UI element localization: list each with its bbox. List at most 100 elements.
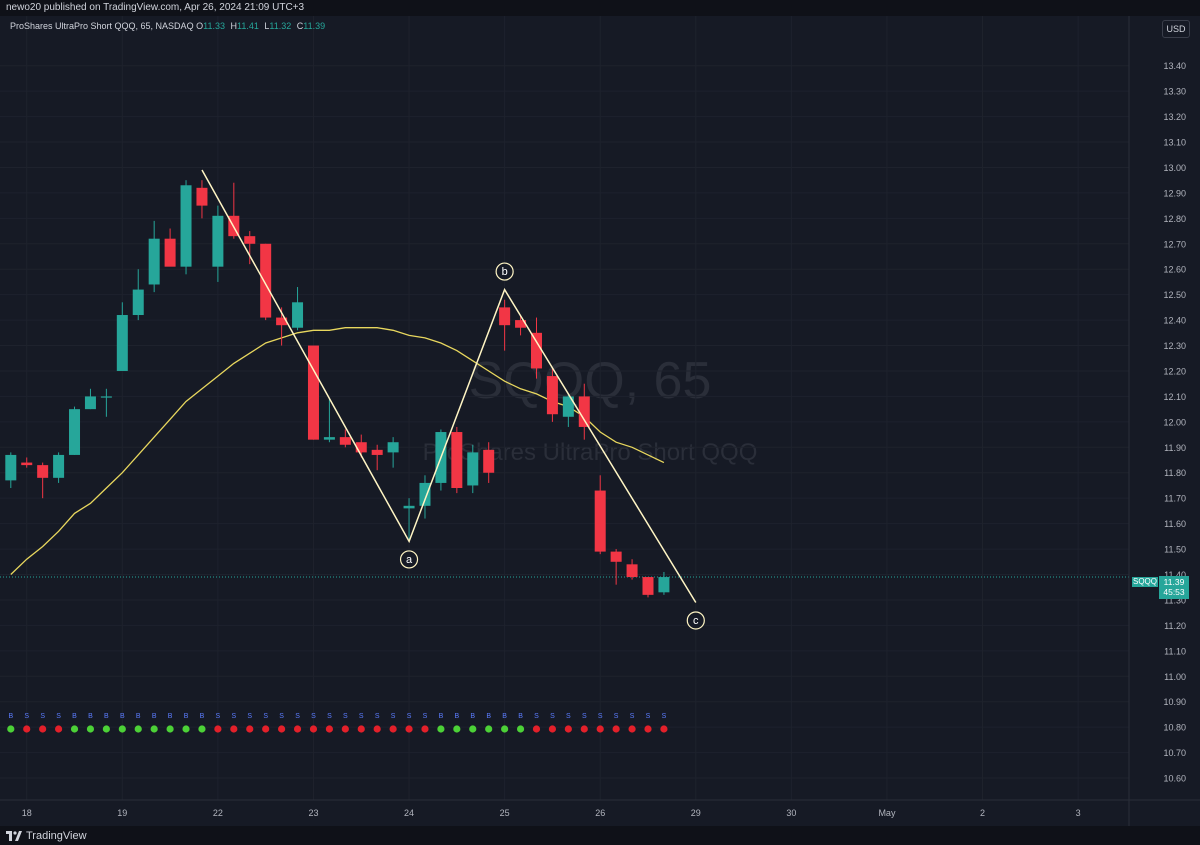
price-tick-label: 12.90	[1163, 188, 1186, 198]
wave-label-b: b	[502, 266, 508, 278]
candle-body	[21, 462, 33, 466]
candle-body	[307, 345, 319, 440]
candle	[626, 559, 638, 580]
signal-letter: S	[279, 713, 284, 720]
candle	[451, 426, 463, 494]
candle	[467, 444, 479, 494]
signal-dot	[246, 725, 254, 733]
candle	[292, 287, 304, 331]
signal-letter: B	[152, 713, 157, 720]
candle	[339, 429, 351, 448]
price-axis[interactable]: 13.40 13.30 13.20 13.10 13.00 12.90 12.80 12.70…	[1128, 16, 1186, 826]
candle-body	[100, 396, 112, 398]
signal-dot	[23, 725, 31, 733]
price-tick-label: 13.40	[1163, 61, 1186, 71]
signal-letter: S	[359, 713, 364, 720]
price-tick-label: 13.30	[1163, 87, 1186, 97]
time-axis[interactable]: 18 19 22 23 24 25 26 29 30 May 2 3	[0, 799, 1200, 818]
candle	[419, 475, 431, 519]
candle	[196, 180, 208, 219]
signal-letter: S	[646, 713, 651, 720]
currency-button[interactable]: USD	[1162, 20, 1190, 38]
candle	[610, 549, 622, 585]
candle-body	[53, 454, 65, 478]
candle	[164, 228, 176, 267]
time-tick-label: 19	[117, 808, 127, 818]
signal-dot	[278, 725, 286, 733]
candle	[212, 205, 224, 282]
price-tick-label: 13.10	[1163, 138, 1186, 148]
price-tick-label: 12.00	[1163, 417, 1186, 427]
candle-body	[499, 307, 511, 326]
signal-dot	[309, 725, 318, 733]
time-tick-label: 29	[691, 808, 701, 818]
signal-dot	[150, 725, 158, 733]
symbol-price-tag: SQQQ	[1132, 577, 1158, 587]
signal-letter: B	[502, 713, 507, 720]
signal-letter: S	[407, 713, 412, 720]
signal-dot	[230, 725, 238, 733]
signal-letter: S	[582, 713, 587, 720]
candle-body	[578, 396, 590, 427]
open-label: O	[196, 21, 204, 31]
signal-letter: B	[88, 713, 93, 720]
candle	[499, 299, 511, 351]
signal-letter: S	[423, 713, 428, 720]
price-tick-label: 12.60	[1163, 265, 1186, 275]
signal-dot	[437, 725, 445, 733]
wave-label-circle	[399, 550, 419, 569]
candle-body	[276, 317, 288, 326]
candle-body	[355, 442, 367, 453]
high-value: 11.41	[236, 21, 259, 31]
signal-letter: B	[470, 713, 475, 720]
signal-letter: S	[24, 713, 29, 720]
candle-body	[148, 238, 160, 285]
signal-dot	[341, 725, 349, 733]
signal-dot	[501, 725, 509, 733]
high-label: H	[230, 21, 237, 31]
close-label: C	[296, 21, 304, 31]
candle-body	[212, 215, 224, 267]
candle-body	[180, 185, 192, 267]
signal-letter: S	[550, 713, 555, 720]
candle	[180, 180, 192, 275]
symbol-watermark: SQQQ, 65 ProShares UltraPro Short QQQ	[423, 352, 758, 466]
signal-letter: S	[216, 713, 221, 720]
time-tick-label: May	[878, 808, 896, 818]
signal-letter: B	[8, 713, 13, 720]
candle-body	[658, 577, 670, 593]
watermark-symbol: SQQQ, 65	[469, 352, 712, 410]
candle	[37, 462, 49, 499]
signal-dot	[166, 725, 174, 733]
candle-body	[610, 551, 622, 562]
candle	[658, 571, 670, 595]
elliott-wave-lines: a b c	[201, 169, 705, 630]
candle-body	[530, 332, 542, 369]
candle-body	[594, 490, 606, 552]
signal-letter: S	[391, 713, 396, 720]
signal-dot	[357, 725, 365, 733]
candle-body	[483, 449, 495, 473]
tradingview-logo[interactable]: TradingView	[6, 830, 87, 842]
signal-letter: B	[120, 713, 125, 720]
signal-dot	[596, 725, 604, 733]
candle-body	[403, 505, 415, 509]
tradingview-logo-icon	[6, 831, 22, 841]
candle-body	[626, 564, 638, 578]
wave-path	[201, 169, 697, 603]
ohlc-legend: ProShares UltraPro Short QQQ, 65, NASDAQ…	[10, 21, 328, 31]
signal-dot	[54, 725, 63, 733]
signal-letter: B	[455, 713, 460, 720]
candle-body	[419, 482, 431, 506]
symbol-title: ProShares UltraPro Short QQQ, 65, NASDAQ	[10, 21, 194, 31]
signal-letter: S	[56, 713, 61, 720]
signal-letter: S	[311, 713, 316, 720]
signal-letter: S	[534, 713, 539, 720]
price-tick-label: 12.10	[1163, 392, 1186, 402]
open-value: 11.33	[203, 21, 225, 31]
candle	[483, 442, 495, 483]
signal-letter: B	[518, 713, 523, 720]
price-tick-label: 11.00	[1164, 672, 1186, 682]
candle	[387, 437, 399, 468]
